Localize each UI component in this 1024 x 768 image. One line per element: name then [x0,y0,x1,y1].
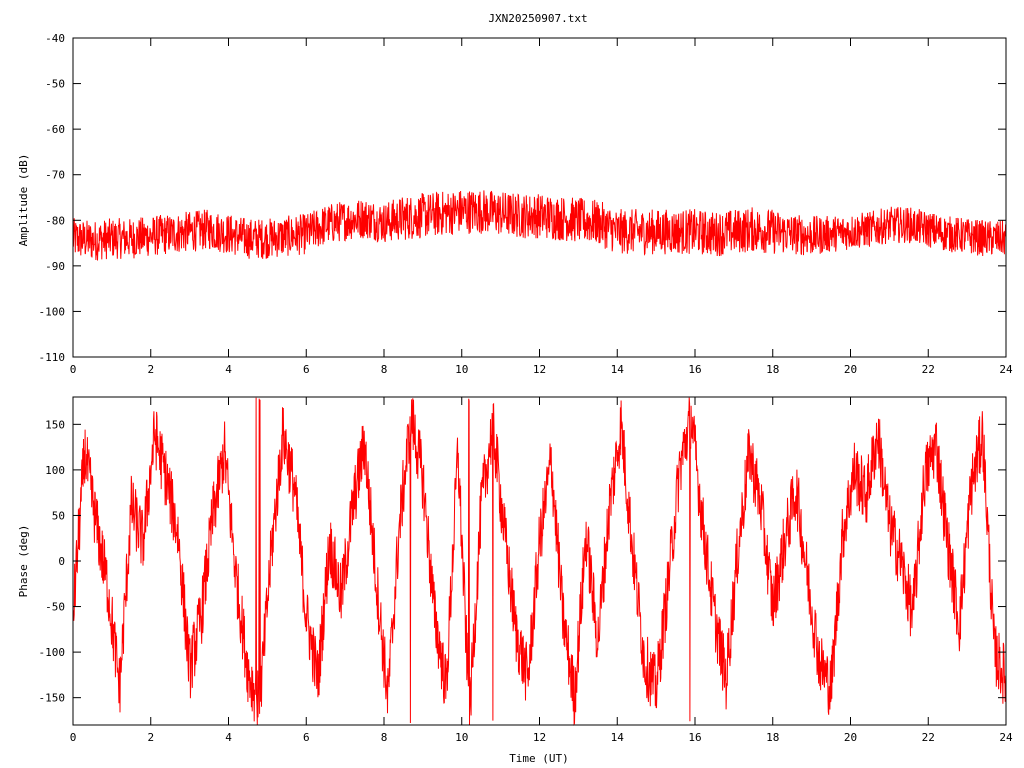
series-line [72,397,1007,726]
x-tick-label: 18 [766,731,779,744]
x-tick-label: 10 [455,731,468,744]
y-tick-label: -100 [39,305,66,318]
y-tick-label: -90 [45,260,65,273]
x-tick-label: 2 [147,363,154,376]
x-tick-label: 14 [611,363,625,376]
chart-title: JXN20250907.txt [488,12,587,25]
phase-y-ticks: 150 100 50 0 -50 -100 -150 [39,418,1006,705]
y-tick-label: -110 [39,351,66,364]
x-tick-label: 18 [766,363,779,376]
y-tick-label: -150 [39,692,66,705]
y-tick-label: -100 [39,646,66,659]
x-tick-label: 12 [533,731,546,744]
series-line [72,190,1007,261]
amplitude-y-axis-label: Amplitude (dB) [17,154,30,247]
amplitude-plot-frame [72,37,1007,358]
x-tick-label: 22 [922,731,935,744]
y-tick-label: 50 [52,509,65,522]
x-tick-label: 6 [303,363,310,376]
x-tick-label: 0 [70,731,77,744]
y-tick-label: 0 [58,555,65,568]
y-tick-label: -40 [45,32,65,45]
phase-x-axis-label: Time (UT) [509,752,569,765]
phase-y-axis-label: Phase (deg) [17,525,30,598]
y-tick-label: -50 [45,78,65,91]
y-tick-label: 100 [45,464,65,477]
y-tick-label: -80 [45,214,65,227]
x-tick-label: 14 [611,731,625,744]
x-tick-label: 16 [688,363,701,376]
x-tick-label: 8 [381,363,388,376]
x-tick-label: 24 [999,731,1013,744]
y-tick-label: 150 [45,418,65,431]
x-tick-label: 8 [381,731,388,744]
amplitude-x-ticks: 0 2 4 6 8 10 12 14 16 18 20 22 24 [70,38,1013,376]
x-tick-label: 0 [70,363,77,376]
x-tick-label: 12 [533,363,546,376]
x-tick-label: 22 [922,363,935,376]
x-tick-label: 2 [147,731,154,744]
x-tick-label: 6 [303,731,310,744]
amplitude-y-ticks: -40 -50 -60 -70 -80 -90 -100 -110 [39,32,1006,364]
x-tick-label: 4 [225,731,232,744]
amplitude-panel: -40-50-60-70-80-90-100-110 0 2 4 6 8 10 12 14 16… [17,32,1013,376]
phase-plot-frame [72,396,1007,726]
y-tick-label: -70 [45,169,65,182]
y-tick-label: -50 [45,601,65,614]
phase-series [72,397,1007,726]
y-tick-label: -60 [45,123,65,136]
x-tick-label: 24 [999,363,1013,376]
x-tick-label: 20 [844,731,857,744]
x-tick-label: 10 [455,363,468,376]
amplitude-series [72,190,1007,261]
x-tick-label: 16 [688,731,701,744]
x-tick-label: 20 [844,363,857,376]
x-tick-label: 4 [225,363,232,376]
